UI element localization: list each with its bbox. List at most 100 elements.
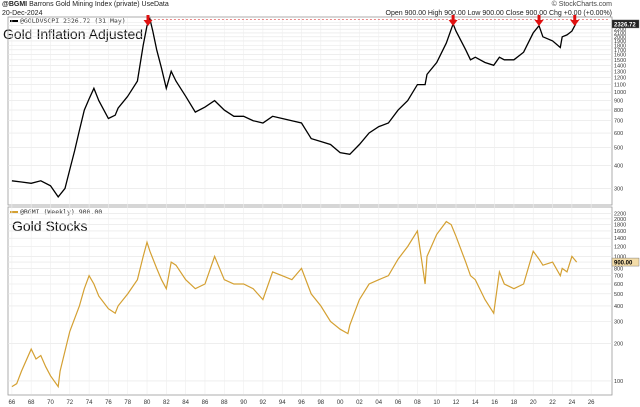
x-tick-label: 86 xyxy=(202,400,209,406)
panel2-y-tick-label: 2200 xyxy=(614,212,626,218)
panel2-y-tick-label: 1800 xyxy=(614,223,626,229)
x-tick-label: 96 xyxy=(298,400,305,406)
x-tick-label: 22 xyxy=(549,400,556,406)
panel2-y-tick-label: 2000 xyxy=(614,217,626,223)
x-tick-label: 78 xyxy=(124,400,131,406)
x-tick-label: 12 xyxy=(453,400,460,406)
panel1-legend-swatch xyxy=(10,20,18,22)
panel1-y-tick-label: 400 xyxy=(614,163,623,169)
panel1-y-tick-label: 2000 xyxy=(614,35,626,41)
peak-marker-arrow-stem xyxy=(573,15,577,20)
x-tick-label: 20 xyxy=(530,400,537,406)
panel2-last-value-box xyxy=(611,257,640,267)
panel2-y-tick-label: 1400 xyxy=(614,236,626,242)
stockcharts-credit: © StockCharts.com xyxy=(551,1,612,8)
panel2-y-tick-label: 1600 xyxy=(614,229,626,235)
peak-marker-arrow-head xyxy=(143,20,153,26)
peak-marker-arrow-stem xyxy=(537,15,541,20)
index-name: Barrons Gold Mining Index (private) xyxy=(29,1,140,8)
panel1-y-tick-label: 500 xyxy=(614,146,623,152)
panel2-legend-text: @BGMI (Weekly) 900.00 xyxy=(20,208,103,216)
panel1-y-tick-label: 2100 xyxy=(614,31,626,37)
x-tick-label: 14 xyxy=(472,400,479,406)
gold-inflation-adjusted-line xyxy=(11,16,577,198)
x-tick-label: 16 xyxy=(491,400,498,406)
x-tick-label: 74 xyxy=(86,400,93,406)
panel1-frame xyxy=(7,16,613,206)
panel1-y-tick-label: 1500 xyxy=(614,58,626,64)
panel1-y-tick-label: 1400 xyxy=(614,63,626,69)
panel1-y-tick-label: 800 xyxy=(614,108,623,114)
panel1-y-tick-label: 1800 xyxy=(614,43,626,49)
panel1-y-tick-label: 700 xyxy=(614,119,623,125)
x-tick-label: 04 xyxy=(375,400,382,406)
panel2-y-tick-label: 200 xyxy=(614,341,623,347)
last-value-labels: 2326.72 900.00 xyxy=(611,19,640,267)
panel2-y-ticks: 1002003004005006007008009001000120014001… xyxy=(614,212,626,385)
panel1-y-tick-label: 1000 xyxy=(614,90,626,96)
panel1-y-tick-label: 1900 xyxy=(614,39,626,45)
ohlc-readout: Open 900.00 High 900.00 Low 900.00 Close… xyxy=(385,10,613,17)
panel1-y-ticks: 300 400 500 600 700 800 900 1000110012001300140… xyxy=(614,20,626,192)
peak-marker-arrow-head xyxy=(570,20,580,26)
panel2-y-tick-label: 800 xyxy=(614,266,623,272)
panel2-title: Gold Stocks xyxy=(12,218,88,234)
panel2-grid xyxy=(8,213,612,382)
x-tick-label: 82 xyxy=(163,400,170,406)
gold-stocks-line xyxy=(11,220,578,389)
panel2-legend: @BGMI (Weekly) 900.00 xyxy=(10,208,102,216)
x-tick-label: 26 xyxy=(588,400,595,406)
x-tick-label: 70 xyxy=(47,400,54,406)
peak-marker-arrow-head xyxy=(534,20,544,26)
x-grid xyxy=(11,18,592,394)
x-tick-label: 98 xyxy=(317,400,324,406)
panel1-y-tick-label: 900 xyxy=(614,99,623,105)
x-tick-label: 76 xyxy=(105,400,112,406)
panel1-y-tick-label: 1700 xyxy=(614,48,626,54)
x-tick-label: 00 xyxy=(337,400,344,406)
panel1-y-tick-label: 1100 xyxy=(614,83,626,89)
x-tick-label: 88 xyxy=(221,400,228,406)
chart-header-left: @BGMI Barrons Gold Mining Index (private… xyxy=(2,1,169,8)
panel1-y-tick-label: 1300 xyxy=(614,69,626,75)
peak-marker-arrow-stem xyxy=(146,15,150,20)
data-source: UseData xyxy=(141,1,169,8)
panel1-y-tick-label: 300 xyxy=(614,186,623,192)
panel1-grid xyxy=(8,21,612,189)
panel2-y-tick-label: 1200 xyxy=(614,244,626,250)
panel1-title: Gold Inflation Adjusted xyxy=(3,26,144,42)
panel2-frame xyxy=(7,206,613,396)
x-ticks: 66 68 70 72 74 76 78 80 82 84 86 88 90 92 94 96 98 00 02 04… xyxy=(9,400,596,406)
panel2-y-tick-label: 400 xyxy=(614,304,623,310)
panel2-y-tick-label: 600 xyxy=(614,282,623,288)
x-tick-label: 68 xyxy=(28,400,35,406)
panel2-y-tick-label: 500 xyxy=(614,292,623,298)
x-tick-label: 94 xyxy=(279,400,286,406)
panel2-last-value-label: 900.00 xyxy=(614,261,633,267)
symbol: @BGMI xyxy=(2,1,28,8)
panel1-last-value-label: 2326.72 xyxy=(614,22,636,28)
x-tick-label: 10 xyxy=(433,400,440,406)
panel1-y-tick-label: 1200 xyxy=(614,76,626,82)
x-tick-label: 18 xyxy=(511,400,518,406)
peak-markers xyxy=(143,15,580,26)
panel2-y-tick-label: 1000 xyxy=(614,254,626,260)
x-tick-label: 24 xyxy=(569,400,576,406)
panel1-last-value-box xyxy=(611,19,640,29)
chart-date: 20-Dec-2024 xyxy=(2,10,43,17)
x-tick-label: 08 xyxy=(414,400,421,406)
panel2-legend-swatch xyxy=(10,211,18,213)
x-tick-label: 72 xyxy=(66,400,73,406)
x-tick-label: 66 xyxy=(9,400,16,406)
panel2-y-tick-label: 300 xyxy=(614,319,623,325)
x-tick-label: 06 xyxy=(395,400,402,406)
panel2-y-tick-label: 100 xyxy=(614,379,623,385)
panel1-legend-text: @GOLDVSCPI 2326.72 (31 May) xyxy=(20,17,126,25)
peak-marker-arrow-head xyxy=(448,20,458,26)
x-tick-label: 92 xyxy=(260,400,267,406)
peak-marker-arrow-stem xyxy=(451,15,455,20)
panel1-legend: @GOLDVSCPI 2326.72 (31 May) xyxy=(10,17,126,25)
panel1-y-tick-label: 1600 xyxy=(614,53,626,59)
panel2-y-tick-label: 700 xyxy=(614,274,623,280)
